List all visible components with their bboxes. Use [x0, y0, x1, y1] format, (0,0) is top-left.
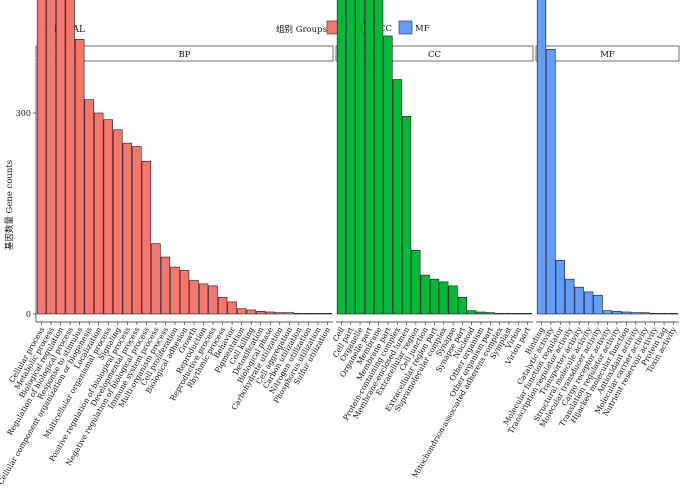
bar [336, 0, 347, 315]
bar [84, 99, 94, 315]
bar [141, 160, 152, 315]
bar [522, 313, 533, 315]
bar [122, 142, 133, 315]
bar [504, 313, 514, 315]
bar [659, 313, 669, 315]
bar [392, 79, 402, 315]
bar [65, 0, 75, 315]
facet-strip-label: MF [600, 50, 615, 60]
bar [612, 311, 622, 315]
bar [546, 49, 556, 315]
bar [103, 119, 113, 315]
bar [198, 283, 209, 315]
bar [602, 310, 613, 315]
bar [495, 313, 505, 315]
facet-strip-label: BP [179, 50, 191, 60]
bar [227, 301, 237, 315]
bar [420, 274, 430, 315]
bar [346, 0, 356, 315]
facet-strip-label: CC [428, 50, 441, 60]
bar [74, 38, 85, 315]
bar [284, 312, 295, 315]
bar [355, 0, 365, 315]
bar [179, 270, 190, 315]
legend-label-cc: CC [379, 24, 392, 34]
bar [275, 312, 285, 315]
bar [536, 0, 547, 315]
bar [593, 294, 603, 315]
bar [265, 311, 275, 315]
bar [649, 313, 660, 315]
bar [256, 311, 266, 315]
bar [374, 0, 384, 315]
y-axis: 0300600900 [16, 62, 37, 322]
bar [364, 0, 374, 315]
bar [513, 313, 523, 315]
legend-title: 组别 Groups [276, 24, 327, 35]
bar [402, 116, 412, 315]
bar [132, 146, 142, 315]
bar [631, 312, 641, 315]
bar [429, 278, 440, 315]
bar [217, 296, 228, 315]
bar [457, 296, 467, 315]
y-axis-label: 基因数量 Gene counts [4, 160, 15, 250]
bar [574, 286, 584, 315]
bar [640, 312, 650, 315]
bar [236, 308, 247, 315]
bar [668, 313, 679, 315]
bar [151, 243, 161, 315]
y-tick-label: 300 [16, 109, 31, 118]
bar [55, 0, 66, 315]
bar [113, 129, 123, 315]
bar [313, 313, 323, 315]
bar [189, 280, 199, 315]
bar [565, 278, 575, 315]
legend-key-mf [398, 20, 413, 35]
bar [94, 112, 104, 315]
facet-strip [35, 45, 334, 62]
bar [476, 311, 486, 315]
bar [36, 0, 47, 315]
bar [448, 285, 458, 315]
bar [46, 0, 56, 315]
bar [322, 313, 333, 315]
bar [160, 256, 171, 315]
bar [439, 281, 449, 315]
bar [294, 313, 304, 315]
bar [383, 35, 393, 315]
legend-label-mf: MF [415, 24, 430, 34]
bar [170, 266, 180, 315]
facet-strip [535, 45, 680, 62]
bar [208, 285, 218, 315]
bar [485, 312, 495, 315]
bar [584, 291, 594, 315]
y-tick-label: 0 [26, 310, 31, 319]
bar [246, 309, 256, 315]
bar [467, 310, 477, 315]
bar [555, 260, 566, 315]
bar [621, 311, 631, 315]
bar [411, 250, 421, 315]
bar [303, 313, 314, 315]
